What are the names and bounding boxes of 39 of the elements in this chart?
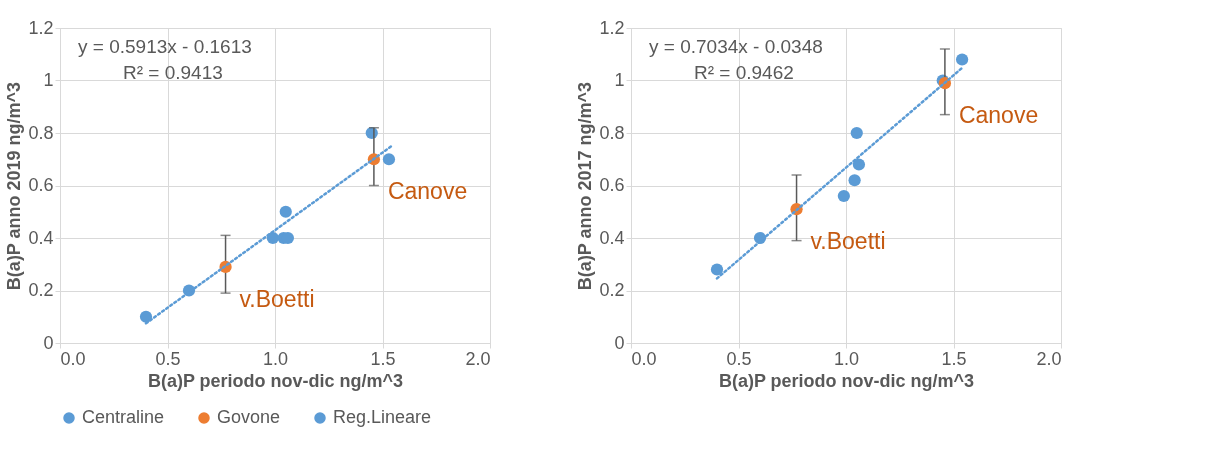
y-tick-label: 1.2 xyxy=(599,17,625,38)
x-axis-title: B(a)P periodo nov-dic ng/m^3 xyxy=(718,370,975,391)
x-tick-label: 2.0 xyxy=(1036,348,1062,369)
annotation: R² = 0.9413 xyxy=(123,62,223,83)
y-tick-label: 0 xyxy=(43,332,54,353)
legend-label: Govone xyxy=(217,407,281,427)
y-tick-label: 0.6 xyxy=(599,175,625,195)
y-tick-label: 0.8 xyxy=(599,122,625,143)
y-tick-label: 0.4 xyxy=(28,227,54,248)
x-tick-label: 0.0 xyxy=(631,348,657,369)
x-axis-title: B(a)P periodo nov-dic ng/m^3 xyxy=(147,370,404,391)
y-tick-label: 0.2 xyxy=(28,280,54,300)
annotation: Canove xyxy=(958,102,1039,129)
x-tick-label: 0.0 xyxy=(60,348,86,369)
y-tick-label: 1.2 xyxy=(28,17,54,38)
annotation: v.Boetti xyxy=(810,228,886,255)
y-axis-title: B(a)P anno 2019 ng/m^3 xyxy=(4,81,25,291)
annotation: y = 0.5913x - 0.1613 xyxy=(78,36,252,57)
x-tick-label: 1.5 xyxy=(941,348,967,369)
x-tick-label: 1.0 xyxy=(833,348,860,369)
x-tick-label: 1.5 xyxy=(370,348,396,369)
legend-label: Centraline xyxy=(82,407,165,427)
y-tick-label: 0.8 xyxy=(28,122,54,143)
annotation: v.Boetti xyxy=(239,285,315,312)
y-tick-label: 0.2 xyxy=(599,280,625,300)
y-tick-label: 0.4 xyxy=(599,227,625,248)
y-tick-label: 1 xyxy=(614,70,625,90)
y-axis-title: B(a)P anno 2017 ng/m^3 xyxy=(575,81,596,291)
y-tick-label: 1 xyxy=(43,70,54,90)
annotation: Canove xyxy=(387,178,468,205)
x-tick-label: 1.0 xyxy=(262,348,289,369)
x-tick-label: 0.5 xyxy=(155,348,181,369)
annotation: R² = 0.9462 xyxy=(694,62,794,83)
annotation: y = 0.7034x - 0.0348 xyxy=(649,36,823,57)
y-tick-label: 0.6 xyxy=(28,175,54,195)
y-tick-label: 0 xyxy=(614,332,625,353)
x-tick-label: 0.5 xyxy=(726,348,752,369)
legend-label: Reg.Lineare xyxy=(333,407,432,427)
x-tick-label: 2.0 xyxy=(465,348,491,369)
